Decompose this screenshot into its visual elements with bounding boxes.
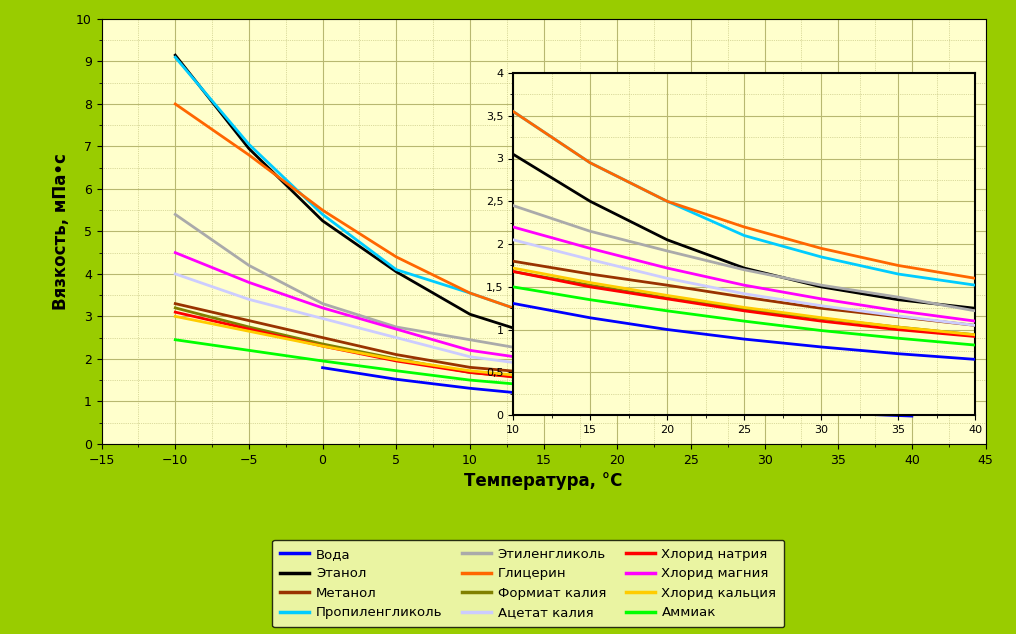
Y-axis label: Вязкость, мПа•с: Вязкость, мПа•с	[53, 153, 70, 310]
Legend: Вода, Этанол, Метанол, Пропиленгликоль, Этиленгликоль, Глицерин, Формиат калия, : Вода, Этанол, Метанол, Пропиленгликоль, …	[272, 540, 784, 628]
X-axis label: Температура, °C: Температура, °C	[464, 472, 623, 490]
